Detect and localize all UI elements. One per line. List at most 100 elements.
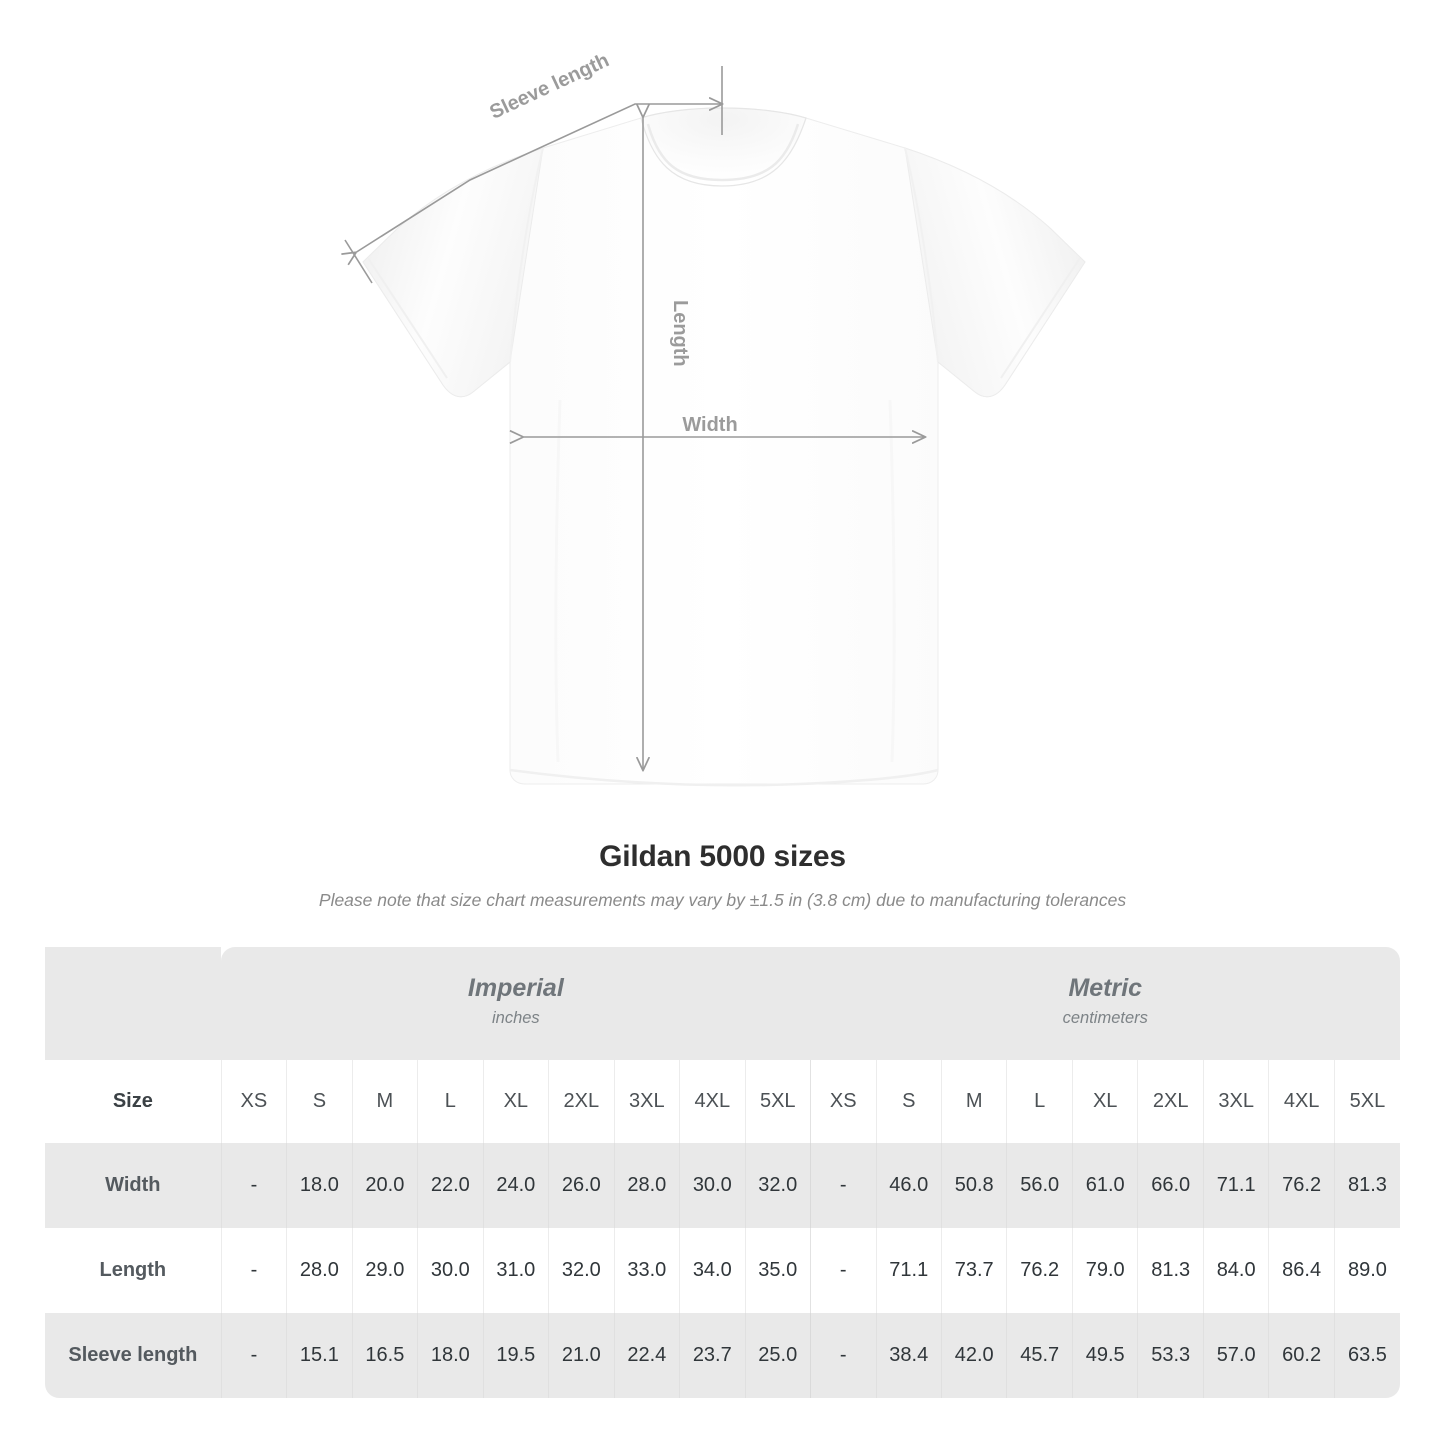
- cell-width-imperial-2xl: 26.0: [548, 1143, 615, 1228]
- size-header-metric-m: M: [940, 1060, 1007, 1143]
- cell-length-metric-3xl: 84.0: [1202, 1228, 1269, 1313]
- cell-length-imperial-xl: 31.0: [482, 1228, 549, 1313]
- size-header-metric-5xl: 5XL: [1333, 1060, 1400, 1143]
- size-header-metric-xs: XS: [810, 1060, 876, 1143]
- cell-sleeve-length-imperial-5xl: 25.0: [744, 1313, 811, 1398]
- cell-width-metric-xl: 61.0: [1071, 1143, 1138, 1228]
- chart-heading: Gildan 5000 sizes Please note that size …: [0, 840, 1445, 911]
- size-header-imperial-m: M: [351, 1060, 418, 1143]
- unit-banner-metric: Metric centimeters: [810, 947, 1400, 1060]
- cell-sleeve-length-metric-4xl: 60.2: [1268, 1313, 1335, 1398]
- size-header-imperial-4xl: 4XL: [679, 1060, 746, 1143]
- cell-width-imperial-m: 20.0: [351, 1143, 418, 1228]
- cell-length-imperial-s: 28.0: [286, 1228, 353, 1313]
- unit-banner-spacer: [45, 947, 222, 1060]
- cell-sleeve-length-imperial-s: 15.1: [286, 1313, 353, 1398]
- cell-width-imperial-l: 22.0: [417, 1143, 484, 1228]
- cell-length-imperial-xs: -: [220, 1228, 287, 1313]
- width-label: Width: [682, 414, 737, 436]
- cell-length-metric-l: 76.2: [1006, 1228, 1073, 1313]
- unit-subtitle: inches: [491, 1008, 540, 1027]
- unit-name: Metric: [1068, 974, 1143, 1003]
- shirt-garment: [362, 107, 1086, 787]
- cell-sleeve-length-metric-s: 38.4: [875, 1313, 942, 1398]
- cell-sleeve-length-imperial-m: 16.5: [351, 1313, 418, 1398]
- cell-sleeve-length-imperial-l: 18.0: [417, 1313, 484, 1398]
- cell-length-metric-2xl: 81.3: [1137, 1228, 1204, 1313]
- cell-sleeve-length-imperial-2xl: 21.0: [548, 1313, 615, 1398]
- cell-width-imperial-5xl: 32.0: [744, 1143, 811, 1228]
- unit-banner-row: Imperial inches Metric centimeters: [45, 947, 1400, 1060]
- cell-width-imperial-s: 18.0: [286, 1143, 353, 1228]
- cell-sleeve-length-metric-xs: -: [810, 1313, 876, 1398]
- cell-length-metric-m: 73.7: [940, 1228, 1007, 1313]
- size-header-imperial-s: S: [286, 1060, 353, 1143]
- row-label-length: Length: [45, 1228, 222, 1313]
- size-header-metric-3xl: 3XL: [1202, 1060, 1269, 1143]
- cell-sleeve-length-imperial-xl: 19.5: [482, 1313, 549, 1398]
- size-column-header: Size: [45, 1060, 222, 1143]
- tolerance-note: Please note that size chart measurements…: [318, 890, 1127, 910]
- table-row: Width -18.0 20.0 22.0 24.0 26.0 28.0 30.0 32.0-4…: [45, 1143, 1400, 1228]
- cell-sleeve-length-metric-2xl: 53.3: [1137, 1313, 1204, 1398]
- page-title: Gildan 5000 sizes: [599, 840, 846, 873]
- sleeve-length-label: Sleeve length: [486, 49, 612, 123]
- cell-sleeve-length-metric-xl: 49.5: [1071, 1313, 1138, 1398]
- size-chart-table: Imperial inches Metric centimeters Size XS S M L…: [45, 947, 1400, 1398]
- cell-sleeve-length-imperial-3xl: 22.4: [613, 1313, 680, 1398]
- cell-width-metric-2xl: 66.0: [1137, 1143, 1204, 1228]
- cell-length-metric-5xl: 89.0: [1333, 1228, 1400, 1313]
- cell-length-imperial-2xl: 32.0: [548, 1228, 615, 1313]
- cell-sleeve-length-imperial-xs: -: [220, 1313, 287, 1398]
- cell-length-imperial-l: 30.0: [417, 1228, 484, 1313]
- cell-length-metric-s: 71.1: [875, 1228, 942, 1313]
- table-row: Sleeve length -15.1 16.5 18.0 19.5 21.0 22.4 23…: [45, 1313, 1400, 1398]
- unit-subtitle: centimeters: [1062, 1008, 1148, 1027]
- cell-sleeve-length-metric-3xl: 57.0: [1202, 1313, 1269, 1398]
- size-header-row: Size XS S M L XL 2XL 3XL 4XL 5XL XS S M L XL 2XL 3XL 4XL 5…: [45, 1060, 1400, 1143]
- cell-length-metric-xs: -: [810, 1228, 876, 1313]
- cell-width-imperial-4xl: 30.0: [679, 1143, 746, 1228]
- cell-width-metric-5xl: 81.3: [1333, 1143, 1400, 1228]
- size-header-imperial-3xl: 3XL: [613, 1060, 680, 1143]
- cell-sleeve-length-metric-l: 45.7: [1006, 1313, 1073, 1398]
- cell-width-imperial-xl: 24.0: [482, 1143, 549, 1228]
- length-label: Length: [669, 300, 691, 367]
- cell-sleeve-length-imperial-4xl: 23.7: [679, 1313, 746, 1398]
- table-row: Length -28.0 29.0 30.0 31.0 32.0 33.0 34.0 35.0-…: [45, 1228, 1400, 1313]
- tshirt-measurement-diagram: Sleeve length Length Width: [0, 49, 1086, 787]
- cell-width-metric-m: 50.8: [940, 1143, 1007, 1228]
- cell-length-imperial-m: 29.0: [351, 1228, 418, 1313]
- size-header-metric-4xl: 4XL: [1268, 1060, 1335, 1143]
- cell-width-metric-l: 56.0: [1006, 1143, 1073, 1228]
- cell-length-imperial-5xl: 35.0: [744, 1228, 811, 1313]
- cell-sleeve-length-metric-5xl: 63.5: [1333, 1313, 1400, 1398]
- unit-name: Imperial: [467, 974, 564, 1003]
- sleeve-length-dimension: [345, 66, 722, 284]
- size-header-imperial-5xl: 5XL: [744, 1060, 811, 1143]
- size-header-metric-l: L: [1006, 1060, 1073, 1143]
- size-chart-table-container: Imperial inches Metric centimeters Size XS S M L…: [45, 947, 1400, 1398]
- cell-width-metric-4xl: 76.2: [1268, 1143, 1335, 1228]
- size-header-imperial-xs: XS: [220, 1060, 287, 1143]
- cell-width-metric-xs: -: [810, 1143, 876, 1228]
- size-header-imperial-l: L: [417, 1060, 484, 1143]
- cell-width-imperial-3xl: 28.0: [613, 1143, 680, 1228]
- cell-length-metric-4xl: 86.4: [1268, 1228, 1335, 1313]
- size-header-imperial-2xl: 2XL: [548, 1060, 615, 1143]
- cell-width-metric-s: 46.0: [875, 1143, 942, 1228]
- unit-banner-imperial: Imperial inches: [221, 947, 811, 1060]
- cell-length-imperial-4xl: 34.0: [679, 1228, 746, 1313]
- size-header-imperial-xl: XL: [482, 1060, 549, 1143]
- row-label-width: Width: [45, 1143, 222, 1228]
- cell-width-metric-3xl: 71.1: [1202, 1143, 1269, 1228]
- cell-width-imperial-xs: -: [220, 1143, 287, 1228]
- cell-sleeve-length-metric-m: 42.0: [940, 1313, 1007, 1398]
- row-label-sleeve-length: Sleeve length: [45, 1313, 222, 1398]
- size-header-metric-xl: XL: [1071, 1060, 1138, 1143]
- tshirt-illustration: Sleeve length Length Width: [0, 49, 1086, 787]
- size-header-metric-s: S: [875, 1060, 942, 1143]
- cell-length-imperial-3xl: 33.0: [613, 1228, 680, 1313]
- cell-length-metric-xl: 79.0: [1071, 1228, 1138, 1313]
- size-header-metric-2xl: 2XL: [1137, 1060, 1204, 1143]
